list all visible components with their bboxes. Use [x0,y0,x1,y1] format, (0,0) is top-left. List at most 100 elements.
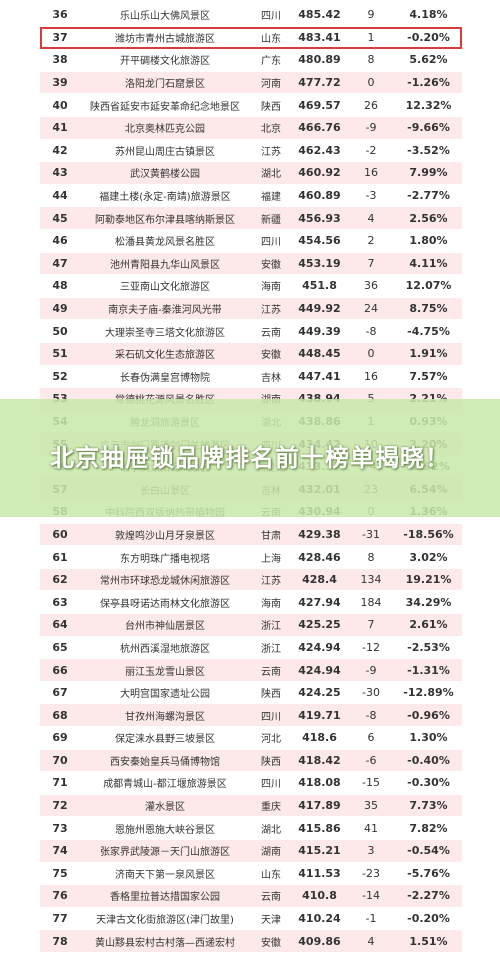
table-row: 36 乐山乐山大佛风景区 四川 485.42 9 4.18% [40,4,462,27]
name-cell: 洛阳龙门石窟景区 [125,79,205,91]
table-row: 68 甘孜州海螺沟景区 四川 419.71 -8 -0.96% [40,704,462,727]
province-cell: 四川 [261,11,281,23]
score-cell: 411.53 [298,866,341,880]
percent-cell: 2.61% [409,618,448,632]
score-cell: 462.43 [298,143,341,157]
change-cell: 1 [367,30,375,44]
percent-cell: 7.57% [409,369,448,383]
name-cell: 池州青阳县九华山风景区 [110,259,220,271]
province-cell: 江苏 [261,576,281,588]
table-row: 51 采石矶文化生态旅游区 安徽 448.45 0 1.91% [40,342,462,366]
rank-cell: 67 [52,686,68,700]
score-cell: 449.92 [298,302,341,316]
percent-cell: 7.73% [409,799,448,813]
name-cell: 苏州昆山周庄古镇景区 [115,146,215,158]
percent-cell: -0.54% [407,844,450,858]
percent-cell: -2.27% [407,889,450,903]
province-cell: 浙江 [261,621,281,633]
percent-cell: -3.52% [407,143,450,157]
name-cell: 西安秦始皇兵马俑博物馆 [110,756,220,768]
table-row: 77 天津古文化街旅游区(津门故里) 天津 410.24 -1 -0.20% [40,907,462,931]
table-row: 39 洛阳龙门石窟景区 河南 477.72 0 -1.26% [40,71,462,95]
table-row: 63 保亭县呀诺达雨林文化旅游区 海南 427.94 184 34.29% [40,591,462,615]
percent-cell: -2.77% [407,189,450,203]
rank-cell: 37 [52,30,68,44]
table-row: 45 阿勒泰地区布尔津县喀纳斯景区 新疆 456.93 4 2.56% [40,207,462,230]
score-cell: 454.56 [298,234,341,248]
province-cell: 湖南 [261,847,281,859]
province-cell: 云南 [261,666,281,678]
name-cell: 杭州西溪湿地旅游区 [120,643,210,655]
rank-cell: 61 [52,550,68,564]
province-cell: 吉林 [261,372,281,384]
rank-cell: 70 [52,753,68,767]
score-cell: 409.86 [298,934,341,948]
score-cell: 477.72 [298,76,341,90]
change-cell: -14 [362,889,380,903]
name-cell: 台州市神仙居景区 [125,621,205,633]
province-cell: 四川 [261,711,281,723]
province-cell: 海南 [261,598,281,610]
rank-cell: 69 [52,731,68,745]
name-cell: 福建土楼(永定-南靖)旅游景区 [99,192,231,204]
score-cell: 415.21 [298,844,341,858]
change-cell: -23 [362,866,380,880]
score-cell: 480.89 [298,53,341,67]
score-cell: 449.39 [298,324,341,338]
province-cell: 云南 [261,327,281,339]
score-cell: 418.08 [298,776,341,790]
change-cell: 41 [364,821,378,835]
province-cell: 上海 [261,553,281,565]
percent-cell: 12.07% [405,279,452,293]
percent-cell: -0.40% [407,753,450,767]
change-cell: 35 [364,799,378,813]
province-cell: 安徽 [261,937,281,949]
title-banner: 北京抽屉锁品牌排名前十榜单揭晓！ [0,399,500,517]
change-cell: 184 [360,595,382,609]
name-cell: 采石矶文化生态旅游区 [115,350,215,362]
change-cell: 24 [364,302,378,316]
name-cell: 敦煌鸣沙山月牙泉景区 [115,530,215,542]
rank-cell: 60 [52,527,68,541]
table-row-highlighted: 37 潍坊市青州古城旅游区 山东 483.41 1 -0.20% [40,26,462,50]
change-cell: -1 [365,912,377,926]
percent-cell: 1.51% [409,934,448,948]
change-cell: 0 [367,76,375,90]
score-cell: 429.38 [298,527,341,541]
percent-cell: -2.53% [407,640,450,654]
score-cell: 424.94 [298,640,341,654]
percent-cell: -1.31% [407,663,450,677]
name-cell: 保定涞水县野三坡景区 [115,734,215,746]
table-row: 69 保定涞水县野三坡景区 河北 418.6 6 1.30% [40,727,462,750]
rank-cell: 44 [52,189,68,203]
province-cell: 陕西 [261,756,281,768]
rank-cell: 65 [52,640,68,654]
rank-cell: 42 [52,143,68,157]
table-row: 47 池州青阳县九华山风景区 安徽 453.19 7 4.11% [40,252,462,276]
table-row: 60 敦煌鸣沙山月牙泉景区 甘肃 429.38 -31 -18.56% [40,523,462,547]
percent-cell: 8.75% [409,302,448,316]
rank-cell: 43 [52,166,68,180]
rank-cell: 71 [52,776,68,790]
province-cell: 江苏 [261,146,281,158]
rank-cell: 36 [52,8,68,22]
percent-cell: -1.26% [407,76,450,90]
table-row: 72 灌水景区 重庆 417.89 35 7.73% [40,794,462,818]
score-cell: 419.71 [298,708,341,722]
percent-cell: 1.30% [409,731,448,745]
percent-cell: 5.62% [409,53,448,67]
percent-cell: 12.32% [405,98,452,112]
province-cell: 四川 [261,779,281,791]
percent-cell: 2.56% [409,211,448,225]
percent-cell: 19.21% [405,573,452,587]
change-cell: -2 [365,143,377,157]
change-cell: -15 [362,776,380,790]
table-row: 70 西安秦始皇兵马俑博物馆 陕西 418.42 -6 -0.40% [40,749,462,773]
name-cell: 大明宫国家遗址公园 [120,689,210,701]
name-cell: 南京夫子庙-秦淮河风光带 [108,305,222,317]
province-cell: 江苏 [261,305,281,317]
table-row: 49 南京夫子庙-秦淮河风光带 江苏 449.92 24 8.75% [40,297,462,321]
province-cell: 山东 [261,33,281,45]
score-cell: 448.45 [298,347,341,361]
percent-cell: 1.91% [409,347,448,361]
